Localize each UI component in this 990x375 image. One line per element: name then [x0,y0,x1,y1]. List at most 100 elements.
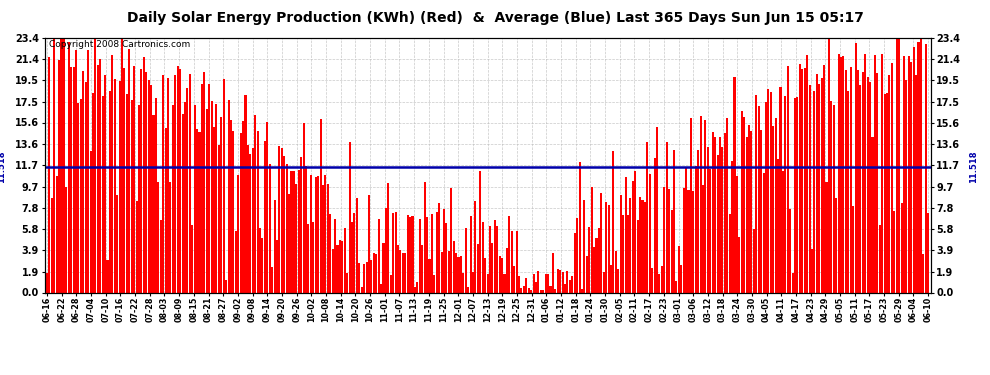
Bar [549,286,551,292]
Bar [508,216,511,292]
Bar [146,72,148,292]
Bar [566,271,568,292]
Bar [896,38,898,292]
Bar [908,56,910,292]
Bar [477,244,479,292]
Bar [77,103,79,292]
Bar [176,66,179,292]
Bar [543,290,545,292]
Bar [700,116,702,292]
Bar [712,132,714,292]
Bar [540,290,542,292]
Bar [491,243,493,292]
Bar [901,203,903,292]
Bar [528,288,530,292]
Bar [556,269,558,292]
Bar [436,212,438,292]
Bar [888,75,890,292]
Bar [482,222,484,292]
Bar [373,253,375,292]
Bar [290,171,292,292]
Bar [417,282,419,292]
Bar [526,278,528,292]
Bar [814,91,816,292]
Bar [861,72,864,292]
Bar [235,231,237,292]
Bar [75,50,77,292]
Bar [630,198,632,292]
Bar [213,127,215,292]
Bar [615,251,617,292]
Bar [513,267,515,292]
Bar [150,86,152,292]
Bar [489,226,491,292]
Bar [201,84,203,292]
Bar [683,188,685,292]
Bar [310,175,312,292]
Bar [238,175,240,292]
Bar [762,173,764,292]
Bar [729,214,731,292]
Bar [133,66,136,292]
Bar [80,99,82,292]
Bar [446,223,447,292]
Bar [586,255,588,292]
Bar [424,182,426,292]
Bar [455,254,457,292]
Bar [717,155,719,292]
Bar [186,88,188,292]
Bar [315,177,317,292]
Bar [380,284,382,292]
Bar [879,225,881,292]
Bar [358,263,360,292]
Bar [218,145,220,292]
Bar [152,115,154,292]
Bar [216,104,218,292]
Bar [300,158,302,292]
Bar [261,238,263,292]
Bar [551,253,554,292]
Bar [859,86,861,292]
Bar [651,268,653,292]
Bar [330,214,332,292]
Bar [741,111,742,292]
Bar [474,201,476,292]
Bar [419,219,421,292]
Bar [576,218,578,292]
Bar [162,75,164,292]
Bar [648,174,650,292]
Bar [337,246,339,292]
Bar [141,69,143,292]
Bar [136,201,138,292]
Bar [653,158,655,292]
Bar [915,75,917,292]
Bar [382,243,384,292]
Bar [266,122,268,292]
Bar [847,91,849,292]
Bar [719,137,721,292]
Bar [320,119,322,292]
Bar [312,222,314,292]
Bar [702,185,704,292]
Bar [196,129,198,292]
Bar [804,69,806,292]
Bar [665,142,667,292]
Bar [605,202,607,292]
Bar [460,256,462,292]
Bar [392,213,394,292]
Bar [305,166,307,292]
Bar [864,54,866,292]
Bar [92,93,94,292]
Bar [85,82,87,292]
Bar [767,88,769,292]
Bar [240,134,242,292]
Bar [447,251,449,292]
Bar [70,67,72,292]
Bar [414,287,416,292]
Bar [554,289,556,292]
Bar [593,247,595,292]
Bar [828,38,830,292]
Bar [295,184,297,292]
Bar [760,130,762,292]
Bar [799,64,801,292]
